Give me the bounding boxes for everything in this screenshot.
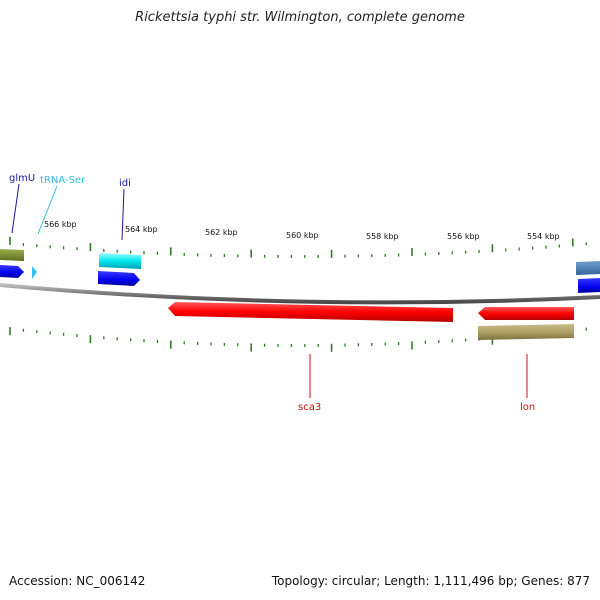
label-lon[interactable]: lon (520, 402, 535, 413)
gene-blue-under-idi[interactable] (98, 271, 140, 286)
leader-tRNA-Ser (37, 185, 58, 235)
scale-labels: 566 kbp 564 kbp 562 kbp 560 kbp 558 kbp … (44, 220, 560, 241)
gene-idi[interactable] (99, 253, 141, 269)
gene-blue-left[interactable] (0, 265, 24, 278)
scale-label-562kbp: 562 kbp (205, 228, 238, 237)
gene-lon-red[interactable] (478, 307, 574, 320)
leader-idi (121, 188, 125, 241)
gene-tRNA-Ser[interactable] (32, 266, 37, 279)
label-tRNA-Ser[interactable]: tRNA-Ser (40, 175, 86, 186)
scale-label-556kbp: 556 kbp (447, 232, 480, 241)
genome-summary-text: Topology: circular; Length: 1,111,496 bp… (271, 574, 590, 588)
label-sca3[interactable]: sca3 (298, 402, 321, 413)
scale-label-564kbp: 564 kbp (125, 225, 158, 234)
page-title: Rickettsia typhi str. Wilmington, comple… (135, 10, 465, 25)
scale-label-560kbp: 560 kbp (286, 231, 319, 240)
scale-label-558kbp: 558 kbp (366, 232, 399, 241)
scale-label-554kbp: 554 kbp (527, 232, 560, 241)
label-glmU[interactable]: glmU (9, 173, 35, 184)
scale-label-566kbp: 566 kbp (44, 220, 77, 229)
label-leader-lines (11, 183, 528, 398)
genome-backbone (0, 283, 600, 305)
label-idi[interactable]: idi (119, 178, 131, 189)
gene-lon[interactable] (478, 324, 574, 340)
outer-tick-marks (9, 236, 587, 258)
gene-labels: glmU tRNA-Ser idi sca3 lon (9, 173, 535, 413)
gene-features (0, 249, 600, 340)
accession-text: Accession: NC_006142 (9, 574, 146, 588)
leader-glmU (11, 183, 20, 234)
gene-glmU[interactable] (0, 249, 24, 261)
gene-sca3[interactable] (168, 302, 453, 322)
gene-steel-right[interactable] (576, 261, 600, 275)
gene-blue-right[interactable] (578, 278, 600, 293)
